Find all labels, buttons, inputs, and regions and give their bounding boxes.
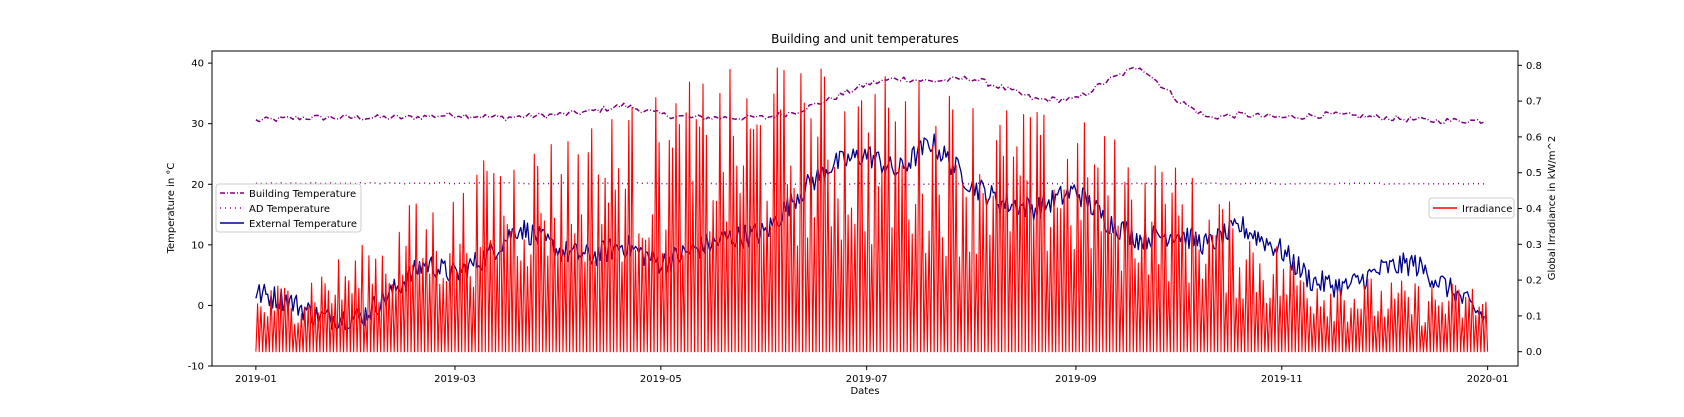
legend-left-box	[215, 183, 362, 233]
y-axis-right: 0.0 0.1 0.2 0.3 0.4 0.5 0.6 0.7 0.8	[1518, 61, 1542, 358]
y-right-tick-label-4: 0.4	[1526, 204, 1542, 215]
y-axis-right-title: Global Irradiance in kW/m^2	[1547, 136, 1558, 280]
legend-label-irradiance: Irradiance	[1462, 204, 1512, 215]
y-left-tick-label-3: 20	[191, 180, 204, 191]
y-left-tick-label-0: -10	[188, 362, 204, 373]
series-line-irradiance	[255, 67, 1489, 353]
y-right-tick-label-8: 0.8	[1526, 61, 1542, 72]
x-tick-label-3: 2019-07	[846, 374, 888, 385]
plot-series-group	[255, 66, 1489, 353]
x-axis: 2019-01 2019-03 2019-05 2019-07 2019-09 2019-…	[235, 366, 1509, 385]
y-right-tick-label-7: 0.7	[1526, 97, 1542, 108]
x-tick-label-2: 2019-05	[640, 374, 682, 385]
legend-right: Irradiance	[1428, 197, 1515, 219]
x-tick-label-6: 2020-01	[1467, 374, 1509, 385]
y-axis-left-title: Temperature in °C	[166, 163, 177, 255]
legend-label-building-temperature: Building Temperature	[249, 189, 356, 200]
legend-label-external-temperature: External Temperature	[249, 219, 357, 230]
y-left-tick-label-2: 10	[191, 240, 204, 251]
x-tick-label-5: 2019-11	[1261, 374, 1303, 385]
legend-right-box	[1428, 197, 1515, 219]
y-right-tick-label-0: 0.0	[1526, 347, 1542, 358]
x-tick-label-0: 2019-01	[235, 374, 277, 385]
y-left-tick-label-4: 30	[191, 119, 204, 130]
y-left-tick-label-5: 40	[191, 59, 204, 70]
y-left-tick-label-1: 0	[198, 301, 204, 312]
x-axis-title: Dates	[850, 386, 879, 397]
y-right-tick-label-3: 0.3	[1526, 240, 1542, 251]
series-line-building-temperature	[255, 66, 1485, 125]
y-right-tick-label-6: 0.6	[1526, 132, 1542, 143]
x-tick-label-1: 2019-03	[434, 374, 476, 385]
y-right-tick-label-2: 0.2	[1526, 276, 1542, 287]
legend-label-ad-temperature: AD Temperature	[249, 204, 330, 215]
y-right-tick-label-5: 0.5	[1526, 168, 1542, 179]
y-right-tick-label-1: 0.1	[1526, 311, 1542, 322]
x-tick-label-4: 2019-09	[1055, 374, 1097, 385]
y-axis-left: -10 0 10 20 30 40	[188, 59, 212, 373]
legend-left: Building Temperature AD Temperature Exte…	[215, 183, 362, 233]
chart-title: Building and unit temperatures	[771, 32, 959, 46]
